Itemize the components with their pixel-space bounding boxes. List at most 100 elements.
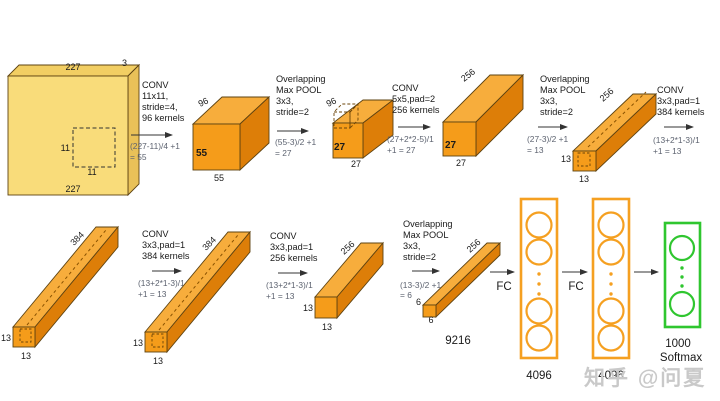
conv2-line1: CONV xyxy=(392,83,419,93)
input-block: 227 3 227 11 11 xyxy=(6,58,141,197)
input-depth-label: 3 xyxy=(122,58,127,68)
output-neuron xyxy=(668,234,696,262)
op-conv5: CONV 3x3,pad=1 256 kernels (13+2*1-3)/1 … xyxy=(266,231,318,301)
flatten-size-label: 9216 xyxy=(445,335,471,347)
pool3-output-box: 256 6 6 9216 xyxy=(416,237,502,347)
conv5-formula1: (13+2*1-3)/1 xyxy=(266,280,313,290)
fc1-label: FC xyxy=(496,281,511,293)
conv3-line3: 384 kernels xyxy=(657,107,705,117)
kernel-width-label: 11 xyxy=(87,167,96,177)
pool3-formula2: = 6 xyxy=(400,290,412,300)
c2-box-front xyxy=(442,121,477,157)
c3-bottom-label: 13 xyxy=(21,351,31,361)
output-layer xyxy=(663,221,702,329)
pool2-line2: Max POOL xyxy=(540,85,585,95)
pool1-line3: 3x3, xyxy=(276,96,293,106)
fc1-neuron xyxy=(525,324,553,352)
fc2-units-label: 4096 xyxy=(598,370,624,382)
conv4-line3: 384 kernels xyxy=(142,251,190,261)
c2-depth-label: 256 xyxy=(459,66,477,83)
conv4-formula2: +1 = 13 xyxy=(138,289,167,299)
p3-box-front xyxy=(422,304,437,318)
p2-bottom-label: 13 xyxy=(579,174,589,184)
conv1-formula2: = 55 xyxy=(130,152,147,162)
pool2-line3: 3x3, xyxy=(540,96,557,106)
p2-depth-label: 256 xyxy=(598,86,616,103)
output-ellipsis-dot xyxy=(680,275,684,279)
c3-box-top xyxy=(12,226,119,328)
fc2-neuron xyxy=(597,324,625,352)
p3-front-label: 6 xyxy=(416,297,421,307)
output-units-label: 1000 xyxy=(665,338,691,350)
p2-front-label: 13 xyxy=(561,154,571,164)
pool1-window xyxy=(332,102,360,130)
watermark-text: 知乎 @问夏 xyxy=(584,366,706,390)
c4-front-label: 13 xyxy=(133,338,143,348)
pool3-line4: stride=2 xyxy=(403,252,436,262)
input-box-side xyxy=(127,63,140,197)
conv2-formula1: (27+2*2-5)/1 xyxy=(387,134,434,144)
pool1-formula1: (55-3)/2 +1 xyxy=(275,137,317,147)
conv3-formula2: +1 = 13 xyxy=(653,146,682,156)
c3-box-front xyxy=(12,326,36,348)
c1-bottom-label: 55 xyxy=(214,173,224,183)
c2-bottom-label: 27 xyxy=(456,158,466,168)
conv5-formula2: +1 = 13 xyxy=(266,291,295,301)
fc2-section: FC 4096 xyxy=(562,197,631,382)
op-conv1: CONV 11x11, stride=4, 96 kernels (227-11… xyxy=(130,80,185,162)
c4-box-front xyxy=(144,331,168,353)
c4-kernel-track xyxy=(158,234,239,331)
p2-kernel-window xyxy=(577,152,591,167)
fc1-neuron xyxy=(525,238,553,266)
conv3-formula1: (13+2*1-3)/1 xyxy=(653,135,700,145)
c1-depth-label: 96 xyxy=(197,96,210,109)
input-box-front xyxy=(7,75,129,196)
pool2-formula1: (27-3)/2 +1 xyxy=(527,134,569,144)
output-neuron xyxy=(668,290,696,318)
conv4-formula1: (13+2*1-3)/1 xyxy=(138,278,185,288)
c3-front-label: 13 xyxy=(1,333,11,343)
c3-kernel-track xyxy=(26,229,107,326)
conv1-output-box: 96 55 55 xyxy=(191,96,271,183)
fc1-ellipsis-dot xyxy=(537,292,541,296)
conv1-line3: stride=4, xyxy=(142,102,178,112)
p1-box-front xyxy=(332,122,364,159)
op-pool2: Overlapping Max POOL 3x3, stride=2 (27-3… xyxy=(527,74,590,155)
pool3-line1: Overlapping xyxy=(403,219,453,229)
fc2-neuron xyxy=(597,211,625,239)
fc1-neuron xyxy=(525,211,553,239)
fc2-ellipsis-dot xyxy=(609,292,613,296)
c5-bottom-label: 13 xyxy=(322,322,332,332)
conv2-line2: 5x5,pad=2 xyxy=(392,94,435,104)
p3-box-side xyxy=(435,241,501,319)
op-conv3: CONV 3x3,pad=1 384 kernels (13+2*1-3)/1 … xyxy=(653,85,705,156)
conv3-line1: CONV xyxy=(657,85,684,95)
conv5-output-box: 256 13 13 xyxy=(303,239,384,332)
p1-bottom-label: 27 xyxy=(351,159,361,169)
conv1-line2: 11x11, xyxy=(142,91,168,101)
fc2-neuron xyxy=(597,297,625,325)
pool2-output-box: 256 13 13 xyxy=(561,86,658,184)
c3-kernel-window xyxy=(19,328,32,343)
fc1-ellipsis-dot xyxy=(537,282,541,286)
p3-bottom-label: 6 xyxy=(428,315,433,325)
pool2-line4: stride=2 xyxy=(540,107,573,117)
c4-bottom-label: 13 xyxy=(153,356,163,366)
conv4-line1: CONV xyxy=(142,229,169,239)
conv5-line3: 256 kernels xyxy=(270,253,318,263)
conv2-formula2: +1 = 27 xyxy=(387,145,416,155)
pool2-formula2: = 13 xyxy=(527,145,544,155)
fc1-units-label: 4096 xyxy=(526,370,552,382)
conv2-output-box: 256 27 27 xyxy=(441,66,525,168)
c1-box-front xyxy=(192,123,241,171)
conv2-line3: 256 kernels xyxy=(392,105,440,115)
input-width-label: 227 xyxy=(65,62,80,72)
conv4-line2: 3x3,pad=1 xyxy=(142,240,185,250)
conv4-output-box: 384 13 13 xyxy=(133,230,251,366)
fc1-neuron xyxy=(525,297,553,325)
fc2-ellipsis-dot xyxy=(609,272,613,276)
conv5-line2: 3x3,pad=1 xyxy=(270,242,313,252)
pool1-line2: Max POOL xyxy=(276,85,321,95)
c2-front-label: 27 xyxy=(445,140,457,151)
